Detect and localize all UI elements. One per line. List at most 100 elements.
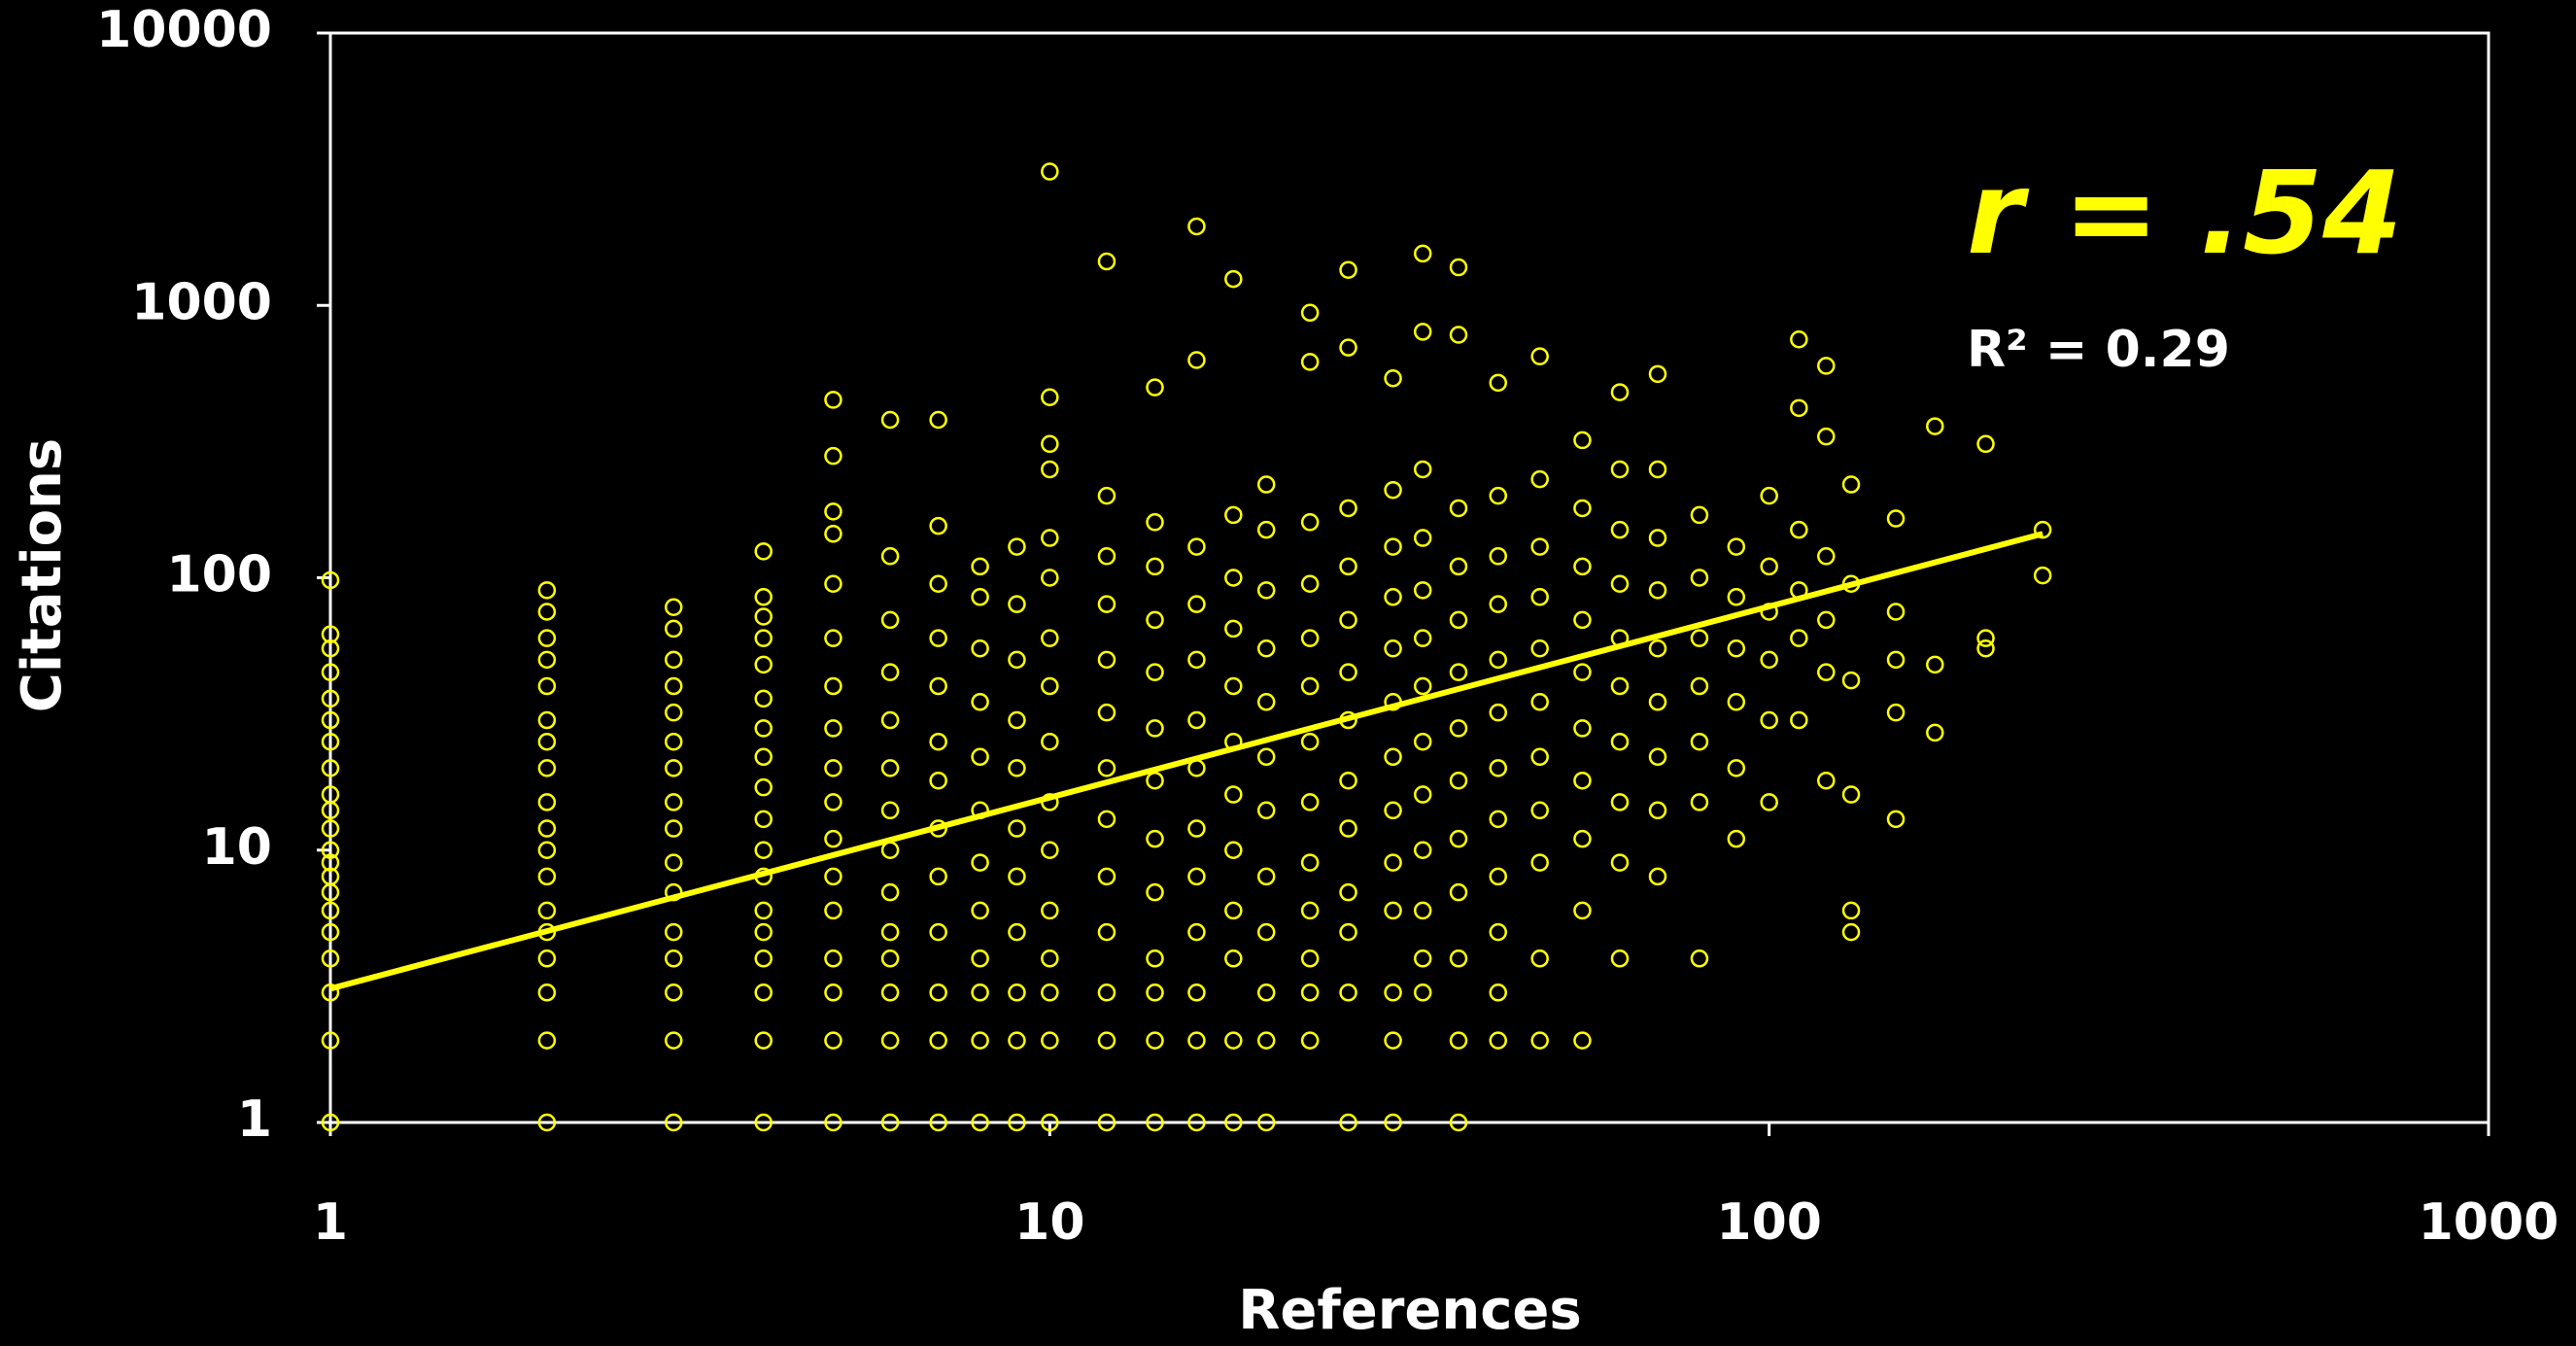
scatter-point: [1097, 650, 1116, 670]
scatter-point: [1097, 984, 1116, 1002]
scatter-point: [1530, 747, 1549, 767]
scatter-point: [664, 949, 683, 968]
scatter-point: [1690, 732, 1709, 751]
scatter-point: [537, 901, 557, 920]
scatter-point: [1648, 364, 1667, 384]
scatter-point: [1339, 557, 1357, 576]
scatter-point: [1041, 629, 1059, 647]
scatter-point: [880, 1031, 900, 1050]
scatter-point: [1097, 1031, 1116, 1050]
scatter-point: [824, 574, 842, 593]
scatter-point: [1886, 703, 1906, 722]
scatter-point: [1146, 513, 1164, 532]
scatter-point: [664, 819, 683, 838]
scatter-point: [1530, 949, 1549, 968]
scatter-point: [1224, 1031, 1243, 1050]
scatter-point: [1790, 710, 1808, 730]
scatter-point: [929, 867, 947, 886]
scatter-point: [1530, 1031, 1549, 1050]
scatter-point: [1573, 499, 1592, 518]
scatter-point: [880, 610, 900, 630]
scatter-point: [1413, 841, 1432, 859]
scatter-point: [1041, 388, 1059, 407]
scatter-point: [1489, 922, 1507, 942]
scatter-point: [1384, 747, 1402, 767]
scatter-point: [1008, 984, 1026, 1002]
scatter-point: [1573, 557, 1592, 576]
scatter-point: [1041, 949, 1059, 968]
scatter-point: [1300, 1031, 1320, 1050]
y-tick-label: 1: [237, 1090, 272, 1149]
scatter-point: [880, 922, 900, 942]
scatter-point: [754, 1113, 773, 1132]
scatter-point: [1648, 801, 1667, 820]
scatter-point: [1041, 569, 1059, 587]
scatter-point: [1489, 703, 1507, 722]
scatter-point: [971, 588, 989, 606]
scatter-point: [1146, 719, 1164, 738]
scatter-point: [1097, 867, 1116, 886]
scatter-point: [1841, 922, 1861, 942]
scatter-point: [1146, 949, 1164, 968]
scatter-point: [1489, 595, 1507, 613]
scatter-point: [1146, 1031, 1164, 1050]
scatter-point: [1413, 732, 1432, 751]
scatter-point: [1727, 588, 1746, 606]
scatter-point: [1384, 853, 1402, 872]
scatter-point: [1146, 378, 1164, 397]
scatter-point: [1648, 460, 1667, 479]
scatter-point: [2033, 520, 2052, 539]
scatter-point: [929, 922, 947, 942]
scatter-point: [1187, 595, 1206, 613]
scatter-point: [1413, 581, 1432, 600]
scatter-point: [1187, 217, 1206, 236]
scatter-point: [1041, 529, 1059, 547]
scatter-point: [1146, 829, 1164, 848]
scatter-point: [1489, 547, 1507, 566]
scatter-point: [824, 901, 842, 920]
scatter-point: [321, 689, 340, 708]
scatter-point: [1610, 793, 1630, 811]
scatter-point: [537, 984, 557, 1002]
scatter-point: [1008, 819, 1026, 838]
scatter-point: [880, 882, 900, 902]
scatter-point: [1449, 882, 1468, 902]
scatter-point: [1530, 853, 1549, 872]
scatter-point: [1573, 719, 1592, 738]
scatter-point: [1976, 434, 1995, 454]
scatter-point: [1690, 505, 1709, 525]
scatter-point: [1530, 588, 1549, 606]
scatter-point: [824, 793, 842, 811]
scatter-point: [1146, 1113, 1164, 1132]
scatter-point: [1224, 269, 1243, 289]
scatter-point: [1097, 703, 1116, 722]
scatter-point: [321, 867, 340, 886]
scatter-point: [1384, 639, 1402, 658]
scatter-point: [1339, 984, 1357, 1002]
scatter-point: [1339, 610, 1357, 630]
scatter-point: [929, 574, 947, 593]
scatter-point: [880, 801, 900, 820]
scatter-point: [1384, 901, 1402, 920]
scatter-point: [537, 732, 557, 751]
scatter-point: [1256, 693, 1276, 711]
scatter-point: [321, 639, 340, 658]
scatter-point: [1790, 520, 1808, 539]
scatter-point: [1097, 486, 1116, 505]
scatter-point: [321, 1031, 340, 1050]
scatter-point: [1573, 663, 1592, 681]
scatter-point: [537, 603, 557, 621]
scatter-point: [1041, 841, 1059, 859]
scatter-point: [824, 676, 842, 696]
scatter-point: [1300, 353, 1320, 371]
scatter-point: [1841, 475, 1861, 494]
scatter-point: [1413, 676, 1432, 696]
scatter-point: [1256, 475, 1276, 494]
scatter-point: [1610, 853, 1630, 872]
scatter-point: [971, 747, 989, 767]
scatter-point: [1256, 1113, 1276, 1132]
scatter-point: [321, 949, 340, 968]
scatter-point: [1224, 949, 1243, 968]
scatter-point: [1008, 710, 1026, 730]
scatter-point: [1097, 252, 1116, 271]
